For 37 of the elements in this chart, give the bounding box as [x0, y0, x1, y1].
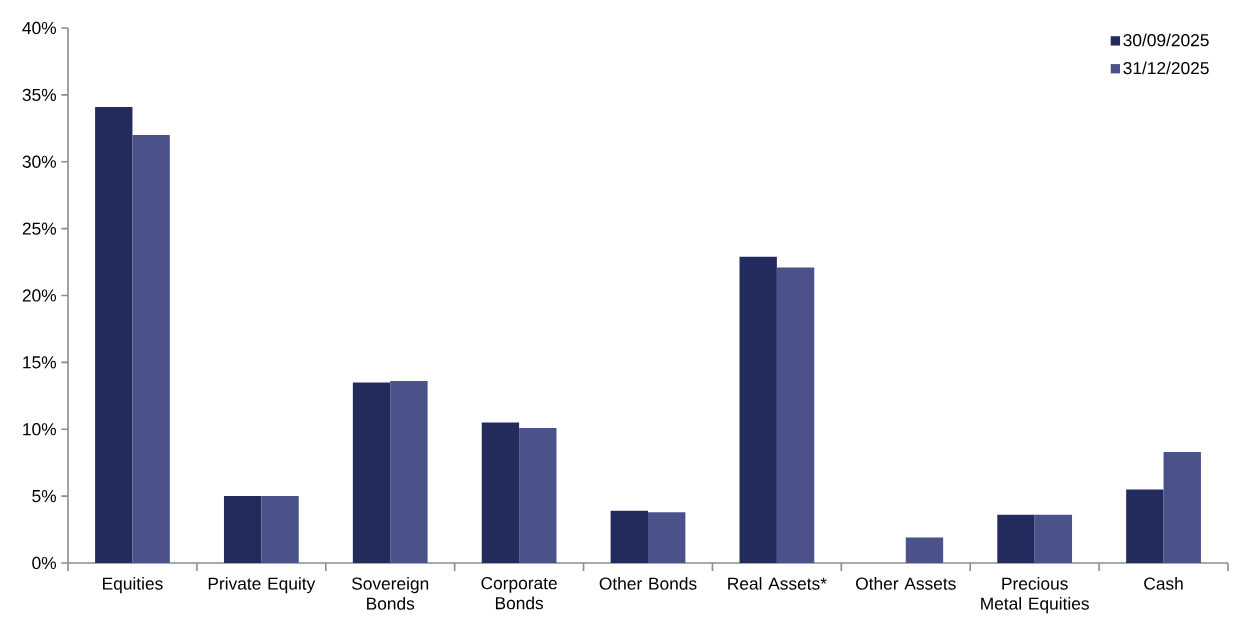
- y-tick-label: 15%: [23, 356, 57, 369]
- bar: [1126, 489, 1164, 563]
- legend-label: 30/09/2025: [1123, 33, 1209, 47]
- bar: [997, 514, 1035, 563]
- x-tick-label: Cash: [1144, 577, 1183, 590]
- bar: [905, 537, 944, 563]
- y-tick-label: 5%: [32, 490, 57, 503]
- bar: [261, 496, 299, 563]
- bar: [390, 381, 428, 563]
- x-tick-label: Other Bonds: [599, 577, 697, 590]
- bar: [132, 134, 170, 563]
- bar: [648, 512, 686, 563]
- bar: [519, 427, 557, 563]
- y-tick-label: 10%: [23, 423, 57, 436]
- x-tick-label: Precious Metal Equities: [981, 577, 1089, 614]
- x-tick-label: Other Assets: [856, 577, 956, 590]
- y-tick-label: 20%: [22, 289, 57, 302]
- bar: [739, 256, 777, 563]
- y-tick-label: 40%: [22, 21, 57, 35]
- y-tick-label: 35%: [22, 88, 57, 101]
- legend-label: 31/12/2025: [1123, 61, 1209, 75]
- y-tick-label: 0%: [32, 556, 57, 570]
- bar: [223, 496, 262, 563]
- bar: [352, 382, 391, 563]
- bar: [776, 267, 815, 563]
- x-tick-label: Corporate Bonds: [481, 577, 557, 610]
- bar: [1163, 451, 1201, 563]
- x-tick-label: Private Equity: [208, 577, 316, 594]
- bar: [481, 422, 520, 563]
- bar: [610, 510, 648, 563]
- x-tick-label: Equities: [103, 577, 163, 594]
- y-tick-label: 25%: [22, 222, 57, 235]
- bar: [1034, 514, 1073, 563]
- y-tick-label: 30%: [22, 155, 57, 168]
- bar: [95, 106, 133, 563]
- x-tick-label: Real Assets*: [728, 577, 827, 590]
- x-tick-label: Sovereign Bonds: [351, 577, 429, 610]
